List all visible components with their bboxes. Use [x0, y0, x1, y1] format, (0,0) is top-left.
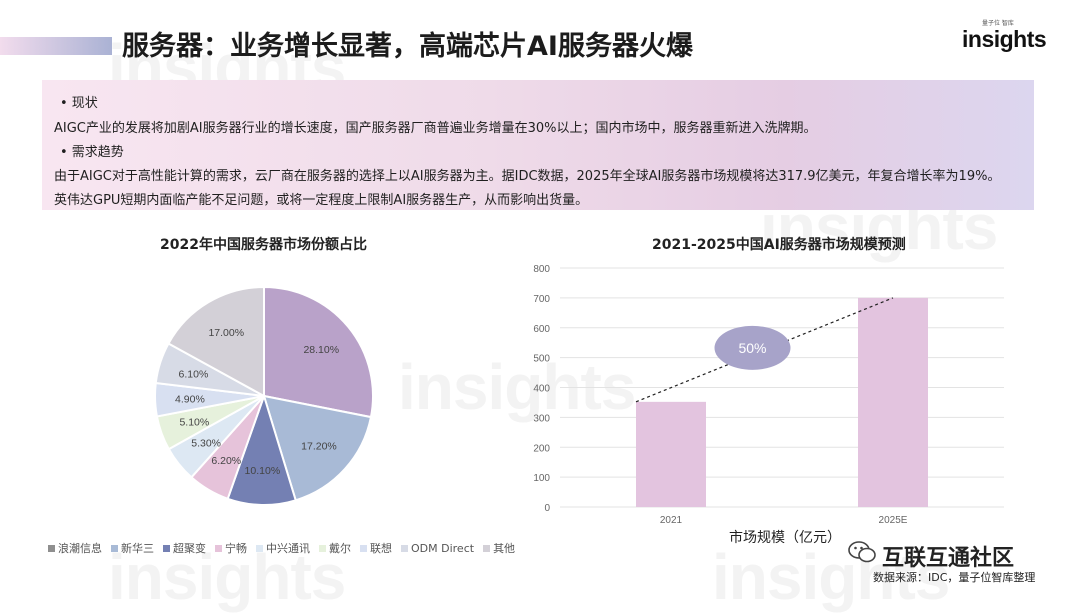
pie-data-label: 4.90% [175, 394, 205, 406]
wechat-badge: 互联互通社区 [848, 540, 1014, 572]
legend-label: 戴尔 [329, 542, 351, 555]
info-text-gpu: 英伟达GPU短期内面临产能不足问题，或将一定程度上限制AI服务器生产，从而影响出… [54, 193, 589, 208]
pie-data-label: 10.10% [245, 465, 281, 477]
legend-swatch [483, 545, 491, 552]
legend-swatch [111, 545, 118, 552]
bar-chart-title: 2021-2025中国AI服务器市场规模预测 [652, 237, 906, 253]
bar-2025E [858, 297, 928, 507]
wechat-account-name: 互联互通社区 [882, 546, 1015, 571]
y-tick-label: 200 [533, 443, 550, 454]
pie-chart: 28.10% 17.20% 10.10% 6.20% 5.30% 5.10% 4.90% 6.… [154, 285, 374, 506]
legend-swatch [163, 545, 170, 552]
legend-item: 其他 [483, 540, 515, 556]
y-tick-label: 400 [533, 384, 550, 395]
pie-data-label: 5.30% [191, 437, 221, 449]
y-tick-label: 800 [533, 264, 550, 275]
logo-text: insights [962, 26, 1047, 52]
title-accent-bar [0, 37, 112, 55]
info-heading-status: • 现状 [60, 96, 98, 111]
info-text-demand: 由于AIGC对于高性能计算的需求，云厂商在服务器的选择上以AI服务器为主。据ID… [54, 169, 1001, 184]
legend-label: 新华三 [121, 542, 154, 555]
y-tick-label: 0 [544, 503, 550, 514]
x-tick-label: 2025E [879, 515, 908, 526]
y-tick-label: 700 [533, 294, 550, 305]
legend-item: 浪潮信息 [48, 540, 102, 556]
bar-chart-xlabel: 市场规模（亿元） [729, 530, 841, 546]
legend-label: 中兴通讯 [266, 542, 310, 555]
legend-label: 超聚变 [173, 542, 206, 555]
legend-item: 戴尔 [319, 540, 351, 556]
pie-data-label: 17.20% [301, 441, 337, 453]
legend-swatch [48, 545, 55, 552]
pie-data-label: 17.00% [208, 327, 244, 339]
legend-swatch [215, 545, 222, 552]
watermark-text: insights [108, 541, 346, 613]
y-tick-label: 100 [533, 473, 550, 484]
legend-item: 联想 [360, 540, 392, 556]
logo-small-text: 量子位 智库 [982, 20, 1014, 27]
y-tick-label: 500 [533, 354, 550, 365]
legend-item: 中兴通讯 [256, 540, 310, 556]
pie-slice-1 [263, 285, 374, 419]
legend-swatch [256, 545, 263, 552]
growth-annotation-bubble [714, 325, 791, 370]
legend-item: 超聚变 [163, 540, 206, 556]
info-text-status: AIGC产业的发展将加剧AI服务器行业的增长速度，国产服务器厂商普遍业务增量在3… [54, 121, 817, 136]
page-title: 服务器：业务增长显著，高端芯片AI服务器火爆 [122, 31, 693, 62]
legend-label: 联想 [370, 542, 392, 555]
legend-swatch [401, 545, 408, 552]
bar-chart: 0 100 200 300 400 500 600 700 800 2021 2025E 50% [533, 264, 1004, 526]
legend-swatch [360, 545, 367, 552]
pie-data-label: 6.20% [211, 455, 241, 467]
y-tick-label: 300 [533, 413, 550, 424]
info-panel: • 现状 AIGC产业的发展将加剧AI服务器行业的增长速度，国产服务器厂商普遍业… [42, 80, 1034, 210]
pie-data-label: 6.10% [179, 368, 209, 380]
pie-legend: 浪潮信息 新华三 超聚变 宁畅 中兴通讯 戴尔 联想 ODM Direct 其他 [48, 540, 524, 556]
y-tick-label: 600 [533, 324, 550, 335]
legend-label: 其他 [493, 542, 516, 555]
pie-slice-9 [167, 285, 265, 398]
pie-slice-2 [262, 394, 373, 502]
legend-item: 新华三 [111, 540, 154, 556]
growth-annotation-label: 50% [738, 340, 766, 356]
info-heading-demand: • 需求趋势 [60, 145, 124, 160]
pie-data-label: 5.10% [179, 416, 209, 428]
bar-2021 [636, 401, 706, 507]
legend-item: 宁畅 [215, 540, 247, 556]
x-tick-label: 2021 [660, 515, 683, 526]
legend-item: ODM Direct [401, 542, 474, 555]
legend-swatch [319, 545, 326, 552]
legend-label: 宁畅 [225, 542, 247, 555]
legend-label: 浪潮信息 [58, 542, 102, 555]
watermark-text: insights [712, 541, 950, 613]
wechat-icon [848, 541, 876, 563]
pie-chart-title: 2022年中国服务器市场份额占比 [160, 237, 367, 253]
pie-data-label: 28.10% [303, 344, 339, 356]
legend-label: ODM Direct [411, 542, 475, 555]
data-source: 数据来源：IDC，量子位智库整理 [873, 571, 1036, 584]
